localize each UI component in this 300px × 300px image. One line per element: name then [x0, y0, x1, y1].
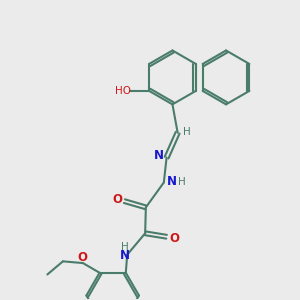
Text: N: N	[154, 149, 164, 162]
Text: N: N	[119, 249, 129, 262]
Text: H: H	[121, 242, 128, 252]
Text: O: O	[77, 251, 87, 264]
Text: H: H	[178, 177, 186, 187]
Text: O: O	[169, 232, 179, 245]
Text: N: N	[167, 175, 177, 188]
Text: HO: HO	[115, 86, 131, 96]
Text: O: O	[112, 193, 122, 206]
Text: H: H	[184, 127, 191, 137]
